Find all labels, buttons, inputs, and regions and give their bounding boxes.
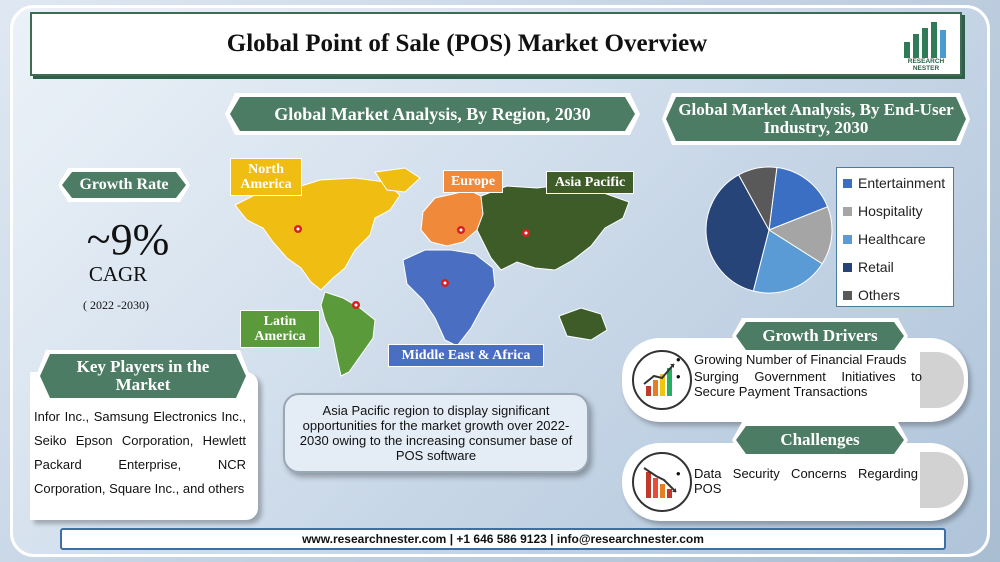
- map-pin-latin-america: [352, 301, 360, 309]
- map-asia-pacific: [476, 183, 630, 271]
- growth-drivers-arc: [920, 352, 964, 408]
- map-pin-asia-pacific: [522, 229, 530, 237]
- legend-swatch: [843, 290, 852, 300]
- enduser-pie-chart: [705, 166, 833, 294]
- legend-item-healthcare: Healthcare: [843, 230, 926, 248]
- challenges-title: Challenges: [736, 426, 904, 454]
- map-middle-east-africa: [402, 249, 496, 347]
- legend-label: Retail: [858, 259, 894, 275]
- enduser-section-title: Global Market Analysis, By End-User Indu…: [666, 97, 966, 141]
- map-pin-europe: [457, 226, 465, 234]
- page-title: Global Point of Sale (POS) Market Overvi…: [226, 30, 708, 57]
- pie-legend: Entertainment Hospitality Healthcare Retail…: [836, 167, 954, 307]
- map-greenland: [374, 167, 421, 193]
- map-europe: [420, 189, 484, 247]
- legend-swatch: [843, 206, 852, 216]
- contact-footer: www.researchnester.com | +1 646 586 9123…: [60, 528, 946, 550]
- region-section-title: Global Market Analysis, By Region, 2030: [230, 97, 635, 131]
- challenge-item: Data Security Concerns Regarding POS: [670, 466, 918, 496]
- legend-swatch: [843, 234, 852, 244]
- insight-callout: Asia Pacific region to display significa…: [283, 393, 589, 473]
- legend-item-hospitality: Hospitality: [843, 202, 923, 220]
- region-tag-middle-east-africa: Middle East & Africa: [388, 344, 544, 367]
- insight-text: Asia Pacific region to display significa…: [299, 403, 573, 463]
- pie-slice-hospitality: [767, 206, 833, 265]
- map-north-america: [234, 177, 401, 291]
- legend-swatch: [843, 178, 852, 188]
- region-tag-north-america: North America: [230, 158, 302, 196]
- legend-label: Entertainment: [858, 175, 946, 191]
- legend-label: Hospitality: [858, 203, 923, 219]
- region-tag-europe: Europe: [443, 170, 503, 193]
- map-pin-mea: [441, 279, 449, 287]
- key-players-title: Key Players in the Market: [40, 354, 246, 398]
- growth-driver-item: Surging Government Initiatives to Secure…: [670, 369, 922, 399]
- logo-text-line-2: NESTER: [912, 65, 940, 72]
- pie-slice-others: [737, 166, 778, 232]
- challenges-list: Data Security Concerns Regarding POS: [670, 466, 918, 498]
- region-tag-latin-america: Latin America: [240, 310, 320, 348]
- cagr-label: CAGR: [88, 262, 148, 286]
- growth-driver-item: Growing Number of Financial Frauds: [670, 352, 922, 367]
- legend-item-entertainment: Entertainment: [843, 174, 945, 192]
- legend-label: Healthcare: [858, 231, 926, 247]
- growth-rate-label: Growth Rate: [62, 172, 186, 198]
- cagr-period: ( 2022 -2030): [83, 298, 149, 312]
- pie-slice-retail: [705, 174, 770, 292]
- world-map: [234, 167, 630, 377]
- map-australia: [558, 307, 608, 341]
- legend-label: Others: [858, 287, 901, 303]
- growth-drivers-title: Growth Drivers: [736, 322, 904, 350]
- logo-text-line-1: RESEARCH: [907, 58, 945, 65]
- title-banner: [30, 12, 962, 76]
- pie-slice-entertainment: [768, 166, 829, 231]
- legend-swatch: [843, 262, 852, 272]
- map-pin-north-america: [294, 225, 302, 233]
- pie-slice-healthcare: [752, 229, 823, 294]
- map-latin-america: [320, 291, 376, 377]
- region-tag-asia-pacific: Asia Pacific: [546, 171, 634, 194]
- key-players-text: Infor Inc., Samsung Electronics Inc., Se…: [34, 409, 246, 496]
- research-nester-logo: [904, 22, 946, 58]
- legend-item-others: Others: [843, 286, 900, 304]
- logo-text: RESEARCH NESTER: [894, 58, 958, 72]
- legend-item-retail: Retail: [843, 258, 894, 276]
- challenges-arc: [920, 452, 964, 508]
- growth-drivers-list: Growing Number of Financial Frauds Surgi…: [670, 352, 922, 401]
- cagr-value: ~9%: [86, 215, 170, 264]
